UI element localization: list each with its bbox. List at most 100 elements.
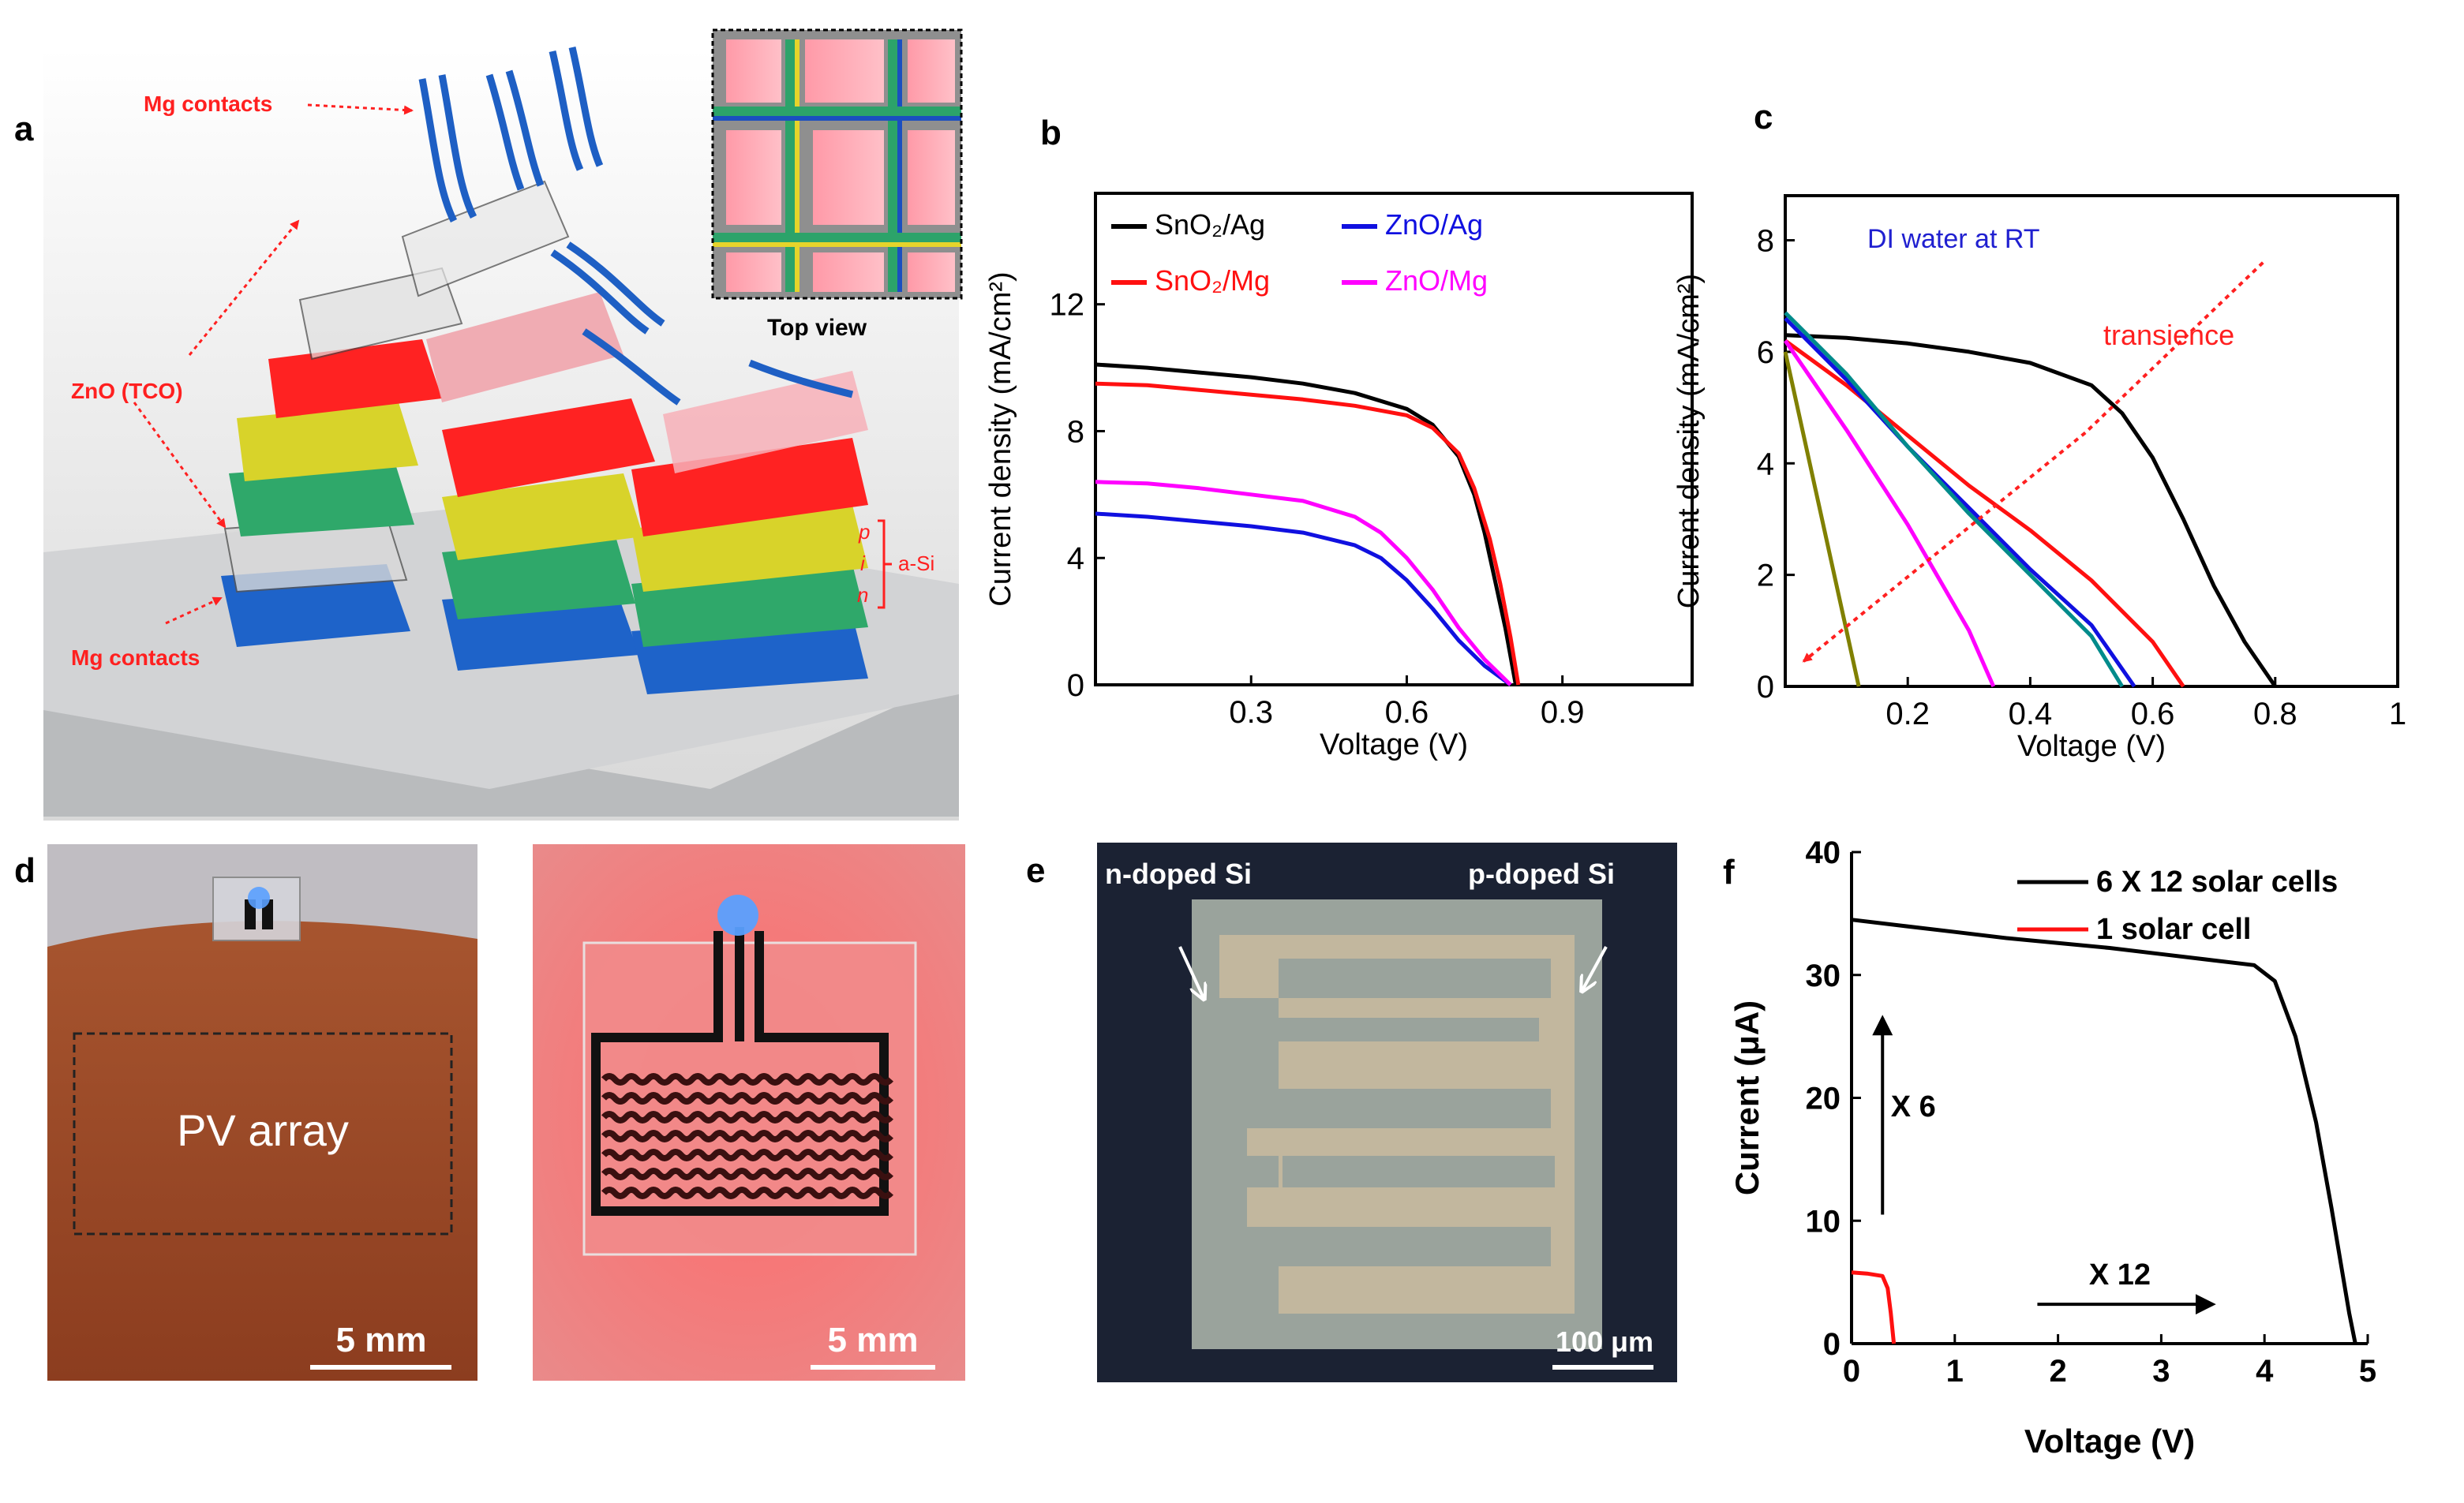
asi-bracket — [878, 519, 892, 609]
transience-arrow-tail — [2084, 261, 2264, 434]
y-tick-label: 8 — [1757, 224, 1774, 259]
series-line-t3 — [1784, 311, 2124, 688]
label-mg-contacts-top: Mg contacts — [144, 92, 272, 116]
panel-letter-c: c — [1754, 98, 1773, 136]
x-tick-label: 2 — [2049, 1354, 2066, 1389]
pv-cell-row — [601, 1168, 894, 1180]
x-tick-label: 0.3 — [1229, 695, 1273, 730]
photo-left-skin — [47, 921, 477, 1381]
x-axis-label: Voltage (V) — [1320, 728, 1468, 761]
i-layer — [442, 473, 643, 560]
legend-label: 1 solar cell — [2096, 913, 2251, 946]
n-layer — [229, 462, 414, 537]
panel-letter-e: e — [1026, 851, 1045, 890]
x-tick-label: 0.9 — [1541, 695, 1585, 730]
i-layer — [237, 402, 418, 481]
led-glow — [717, 895, 758, 936]
label-a-si: a-Si — [898, 551, 934, 575]
device-interconnect — [591, 931, 889, 1216]
series-line-t4 — [1783, 339, 1996, 688]
pv-cell-row — [601, 1073, 894, 1086]
label-zno-tco: ZnO (TCO) — [71, 379, 183, 403]
label-pv-array: PV array — [177, 1105, 349, 1155]
x-tick-label: 1 — [1946, 1354, 1964, 1389]
x-tick-label: 0.6 — [1385, 695, 1429, 730]
series-line-zno-ag — [1095, 511, 1512, 687]
panel-letter-b: b — [1040, 114, 1062, 152]
y-tick-label: 4 — [1757, 447, 1774, 481]
panel-d — [47, 844, 965, 1381]
series-line-sno-ag — [1095, 362, 1518, 686]
pv-cell-row — [601, 1149, 894, 1161]
x-tick-label: 5 — [2359, 1354, 2376, 1389]
scale-label-right: 5 mm — [828, 1321, 919, 1359]
pv-cell-row — [601, 1187, 894, 1199]
label-n: n — [857, 583, 868, 607]
panel-a — [43, 28, 963, 821]
panel-letter-a: a — [14, 110, 34, 148]
x-tick-label: 0 — [1843, 1354, 1860, 1389]
x-tick-label: 0.6 — [2131, 697, 2175, 731]
pv-array-box — [73, 1032, 453, 1236]
series-line-sno-mg — [1095, 381, 1521, 686]
legend-label: 6 X 12 solar cells — [2096, 866, 2338, 899]
label-n-doped-si: n-doped Si — [1105, 858, 1252, 890]
stack-column-2 — [401, 180, 655, 671]
y-axis-label: Current density (mA/cm²) — [1672, 274, 1706, 608]
label-x12: X 12 — [2089, 1258, 2151, 1292]
y-tick-label: 0 — [1067, 668, 1084, 703]
x-axis-label: Voltage (V) — [2024, 1423, 2195, 1460]
scale-label-left: 5 mm — [336, 1321, 427, 1359]
x-axis-label: Voltage (V) — [2017, 730, 2166, 763]
y-tick-label: 2 — [1757, 559, 1774, 593]
label-top-view: Top view — [767, 315, 867, 341]
legend-label: ZnO/Ag — [1385, 208, 1483, 241]
legend-label: SnO₂/Ag — [1155, 208, 1265, 241]
label-i: i — [860, 551, 866, 575]
annotation-arrows — [133, 103, 414, 625]
x-tick-label: 0.4 — [2009, 697, 2053, 731]
series-line-6-x-12-solar-cells — [1851, 918, 2357, 1344]
top-view-inset — [711, 28, 963, 300]
y-tick-label: 12 — [1050, 288, 1085, 323]
y-tick-label: 0 — [1823, 1327, 1841, 1362]
zno-top-layer — [426, 292, 623, 402]
legend-label: ZnO/Mg — [1385, 264, 1488, 297]
series-line-zno-mg — [1095, 480, 1512, 686]
zno-top-layer — [663, 371, 868, 473]
y-axis-label: Current (μA) — [1728, 1000, 1766, 1195]
arrow-n-doped — [1178, 946, 1204, 998]
interdigitated-fingers-2 — [1247, 1041, 1539, 1227]
pv-cell-row — [601, 1092, 894, 1105]
y-tick-label: 10 — [1806, 1204, 1841, 1239]
led-glow — [248, 887, 270, 909]
panel-letter-f: f — [1723, 853, 1735, 892]
stack-column-3 — [631, 371, 868, 694]
y-tick-label: 0 — [1757, 670, 1774, 705]
p-layer — [442, 398, 655, 497]
transience-arrow — [1802, 431, 2087, 663]
y-tick-label: 30 — [1806, 959, 1841, 993]
chart-b: 0.3 0.6 0.9 0 4 8 12 Voltage (V) Current density… — [984, 114, 1694, 761]
led-chip — [212, 877, 301, 941]
annotation-di-water: DI water at RT — [1867, 224, 2040, 254]
label-p: p — [858, 520, 870, 544]
y-tick-label: 20 — [1806, 1082, 1841, 1116]
series-line-t0 — [1784, 333, 2277, 688]
panel-e — [1097, 843, 1677, 1382]
plot-area — [1852, 852, 2368, 1344]
label-p-doped-si: p-doped Si — [1468, 858, 1615, 890]
y-axis-label: Current density (mA/cm²) — [984, 271, 1017, 606]
y-tick-label: 4 — [1067, 541, 1084, 576]
substrate — [43, 679, 959, 817]
mg-contact-strips — [418, 46, 854, 406]
pv-cell-row — [601, 1111, 894, 1124]
x-tick-label: 1 — [2389, 697, 2406, 731]
y-tick-label: 6 — [1757, 335, 1774, 370]
series-line-1-solar-cell — [1851, 1270, 1897, 1344]
arrow-p-doped — [1582, 946, 1608, 990]
legend-label: SnO₂/Mg — [1155, 264, 1270, 297]
chart-f: 0 1 2 3 4 5 0 10 20 30 40 Voltage (V) Current (μA) f 6… — [1723, 836, 2376, 1460]
pv-cell-row — [601, 1130, 894, 1142]
